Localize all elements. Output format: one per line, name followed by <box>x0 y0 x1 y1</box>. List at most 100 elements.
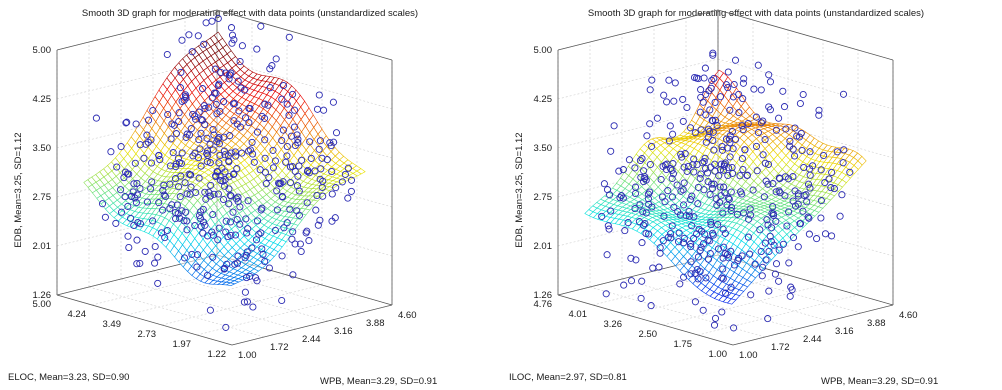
scatter-point <box>231 231 240 239</box>
scatter-point <box>726 153 734 161</box>
scatter-point <box>637 173 645 181</box>
scatter-point <box>791 124 799 132</box>
scatter-point <box>775 114 783 122</box>
scatter-point <box>195 211 203 220</box>
scatter-point <box>229 100 238 108</box>
scatter-point <box>780 103 789 111</box>
scatter-point <box>710 321 719 329</box>
scatter-point <box>694 183 702 191</box>
scatter-point <box>136 220 144 228</box>
scatter-point <box>176 214 184 222</box>
scatter-point <box>723 251 732 259</box>
scatter-point <box>726 139 734 147</box>
scatter-point <box>645 230 653 238</box>
scatter-point <box>641 173 649 181</box>
scatter-point <box>278 296 286 305</box>
scatter-point <box>196 145 204 153</box>
scatter-point <box>668 222 676 230</box>
chart-3d-left: Smooth 3D graph for moderating effect wi… <box>8 8 437 387</box>
scatter-point <box>749 186 757 194</box>
z-tick-label: 5.00 <box>534 45 553 56</box>
scatter-point <box>238 149 246 157</box>
scatter-point <box>690 213 698 221</box>
scatter-point <box>669 130 677 138</box>
scatter-point <box>839 159 847 167</box>
scatter-point <box>210 89 219 97</box>
scatter-point <box>248 138 256 146</box>
scatter-point <box>708 180 716 188</box>
scatter-point <box>257 22 265 30</box>
scatter-point <box>271 157 279 165</box>
scatter-point <box>631 164 639 172</box>
scatter-point <box>283 219 291 227</box>
z-tick-label: 2.01 <box>33 241 52 252</box>
scatter-point <box>771 270 779 278</box>
scatter-point <box>269 164 277 172</box>
scatter-point <box>197 222 205 230</box>
scatter-point <box>706 106 714 114</box>
scatter-point <box>739 165 747 174</box>
scatter-point <box>178 149 186 157</box>
scatter-point <box>735 254 743 262</box>
scatter-point <box>143 198 151 206</box>
scatter-point <box>703 169 712 177</box>
scatter-point <box>272 55 280 63</box>
x-tick-label: 3.88 <box>366 318 385 329</box>
scatter-point <box>805 214 813 222</box>
scatter-point <box>707 221 715 229</box>
scatter-point <box>261 168 269 176</box>
scatter-point <box>209 210 217 219</box>
scatter-point <box>642 209 650 217</box>
scatter-point <box>136 259 144 267</box>
scatter-point <box>221 264 229 272</box>
scatter-point <box>315 91 323 99</box>
scatter-point <box>709 49 717 57</box>
scatter-point <box>240 86 249 94</box>
scatter-point <box>202 19 210 27</box>
scatter-point <box>673 181 681 189</box>
scatter-point <box>172 163 180 171</box>
scatter-point <box>205 103 213 111</box>
scatter-point <box>227 192 235 200</box>
chart-title: Smooth 3D graph for moderating effect wi… <box>588 8 924 19</box>
scatter-point <box>718 274 726 282</box>
scatter-point <box>289 271 297 279</box>
scatter-point <box>243 298 251 306</box>
axis-edge <box>717 9 894 61</box>
scatter-point <box>167 135 175 143</box>
scatter-point <box>208 17 216 25</box>
scatter-point <box>291 240 299 248</box>
scatter-point <box>237 84 245 92</box>
scatter-point <box>234 252 242 260</box>
scatter-point <box>725 254 733 262</box>
scatter-point <box>813 235 821 243</box>
scatter-point <box>177 68 185 76</box>
scatter-point <box>817 197 825 205</box>
scatter-point <box>253 45 261 53</box>
scatter-point <box>303 227 311 235</box>
scatter-point <box>130 221 138 229</box>
scatter-point <box>156 156 164 164</box>
scatter-point <box>206 140 214 148</box>
scatter-point <box>804 180 813 188</box>
scatter-point <box>726 106 734 114</box>
y-tick-label: 4.24 <box>68 309 87 320</box>
scatter-point <box>212 100 220 108</box>
scatter-point <box>683 103 691 112</box>
scatter-point <box>639 208 647 216</box>
scatter-point <box>806 165 814 173</box>
scatter-point <box>241 114 250 122</box>
scatter-point <box>786 292 794 300</box>
scatter-point <box>209 125 217 134</box>
scatter-point <box>697 243 705 251</box>
scatter-point <box>779 87 787 95</box>
scatter-point <box>187 125 195 133</box>
scatter-point <box>208 228 216 236</box>
scatter-point <box>631 205 639 213</box>
scatter-point <box>828 232 836 240</box>
scatter-point <box>757 86 765 94</box>
scatter-point <box>197 162 205 170</box>
scatter-point <box>166 204 174 213</box>
scatter-point <box>721 229 729 237</box>
scatter-point <box>691 269 699 277</box>
